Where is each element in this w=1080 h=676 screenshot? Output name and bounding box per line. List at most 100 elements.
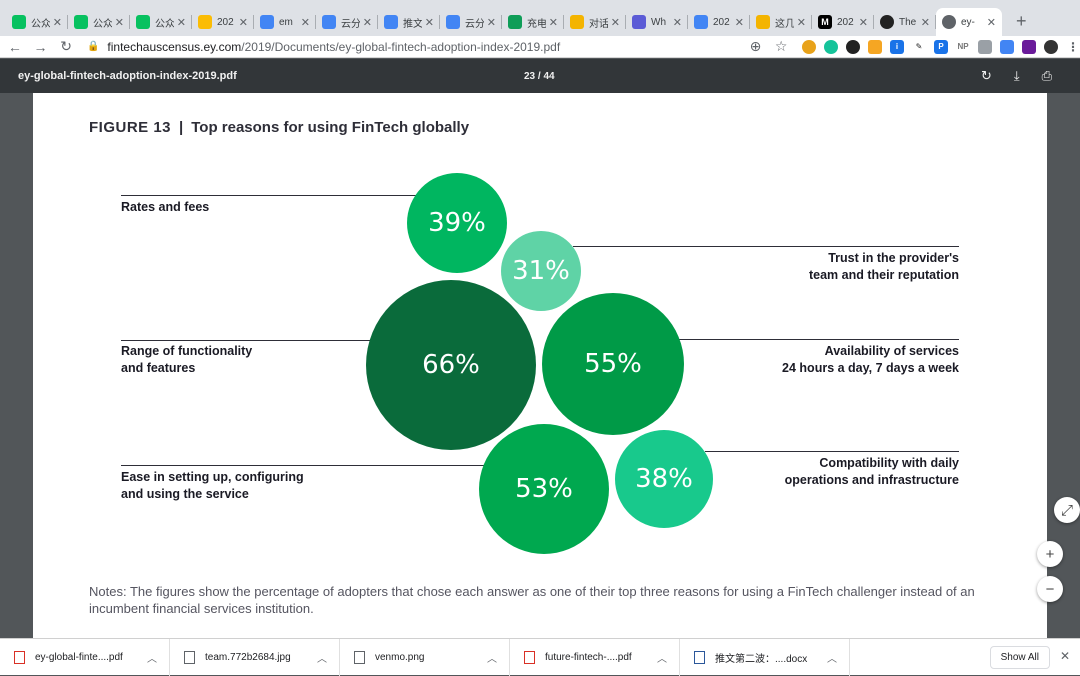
chevron-up-icon[interactable]: ︿ <box>827 653 837 665</box>
forward-button[interactable]: → <box>33 38 48 55</box>
download-icon[interactable]: ⤓ <box>1013 68 1020 83</box>
avatar[interactable] <box>1044 39 1058 54</box>
close-icon[interactable]: ✕ <box>238 16 248 29</box>
image-file-icon <box>354 650 365 664</box>
label-compatibility: Compatibility with daily operations and i… <box>785 455 959 489</box>
browser-tab[interactable]: 对话 ✕ <box>564 8 626 36</box>
zoom-icon[interactable]: ⊕ <box>749 38 762 54</box>
close-icon[interactable]: ✕ <box>858 16 868 29</box>
download-item[interactable]: 推文第二波：....docx ︿ <box>680 638 850 676</box>
zoom-in-button[interactable]: + <box>1037 541 1063 567</box>
bubble-trust: 31% <box>501 231 581 311</box>
download-item[interactable]: team.772b2684.jpg ︿ <box>170 638 340 676</box>
extension-icon[interactable] <box>978 39 992 54</box>
extension-icon[interactable]: ✎ <box>912 39 926 54</box>
leader-line <box>573 246 959 247</box>
print-icon[interactable]: ⎙ <box>1041 68 1052 83</box>
extension-icon[interactable]: P <box>934 39 948 54</box>
extension-icon[interactable] <box>1022 39 1036 54</box>
close-icon[interactable]: ✕ <box>424 16 434 29</box>
extension-icon[interactable]: NP <box>956 39 970 54</box>
bubble-rates-fees: 39% <box>407 173 507 273</box>
download-item[interactable]: venmo.png ︿ <box>340 638 510 676</box>
label-line: 24 hours a day, 7 days a week <box>782 361 959 375</box>
extension-icon[interactable] <box>802 39 816 54</box>
menu-icon[interactable]: ⋮ <box>1066 39 1080 54</box>
reload-button[interactable]: ↻ <box>60 38 72 54</box>
browser-tab[interactable]: 公众 ✕ <box>6 8 68 36</box>
downloads-bar: ey-global-finte....pdf ︿ team.772b2684.jp… <box>0 638 1080 676</box>
extensions-area: i ✎ P NP ⋮ <box>802 39 1080 54</box>
close-icon[interactable]: ✕ <box>610 16 620 29</box>
figure-title: FIGURE 13 | Top reasons for using FinTech … <box>89 119 469 136</box>
chevron-up-icon[interactable]: ︿ <box>657 653 667 665</box>
title-separator: | <box>179 119 184 136</box>
tab-favicon-icon <box>136 15 150 29</box>
download-item[interactable]: future-fintech-....pdf ︿ <box>510 638 680 676</box>
chevron-up-icon[interactable]: ︿ <box>487 653 497 665</box>
close-icon[interactable]: ✕ <box>734 16 744 29</box>
extension-icon[interactable]: i <box>890 39 904 54</box>
bookmark-star-icon[interactable]: ☆ <box>774 38 788 54</box>
close-icon[interactable]: ✕ <box>986 16 996 29</box>
close-icon[interactable]: ✕ <box>52 16 62 29</box>
download-item[interactable]: ey-global-finte....pdf ︿ <box>0 638 170 676</box>
bubble-value: 53% <box>515 474 573 504</box>
browser-tab[interactable]: em ✕ <box>254 8 316 36</box>
url-host: fintechauscensus.ey.com <box>107 39 242 54</box>
browser-tab[interactable]: 云分 ✕ <box>440 8 502 36</box>
close-icon[interactable]: ✕ <box>1059 649 1070 663</box>
close-icon[interactable]: ✕ <box>300 16 310 29</box>
browser-tab[interactable]: Wh ✕ <box>626 8 688 36</box>
download-filename: ey-global-finte....pdf <box>35 651 123 663</box>
chevron-up-icon[interactable]: ︿ <box>317 653 327 665</box>
close-icon[interactable]: ✕ <box>176 16 186 29</box>
tab-label: The <box>899 16 917 28</box>
download-filename: venmo.png <box>375 651 425 663</box>
bubble-compatibility: 38% <box>615 430 713 528</box>
page-indicator: 23 / 44 <box>524 70 555 82</box>
leader-line <box>121 465 501 466</box>
close-icon[interactable]: ✕ <box>920 16 930 29</box>
label-line: and features <box>121 361 196 375</box>
extension-icon[interactable] <box>1000 39 1014 54</box>
tab-label: 云分 <box>341 18 360 30</box>
bubble-availability: 55% <box>542 293 684 435</box>
tab-label: 202 <box>217 16 234 28</box>
close-icon[interactable]: ✕ <box>672 16 682 29</box>
browser-tab[interactable]: 公众 ✕ <box>68 8 130 36</box>
close-icon[interactable]: ✕ <box>362 16 372 29</box>
rotate-icon[interactable]: ↻ <box>980 68 992 83</box>
new-tab-button[interactable]: + <box>1016 10 1027 31</box>
browser-tab[interactable]: 充电 ✕ <box>502 8 564 36</box>
bubble-range: 66% <box>366 280 536 450</box>
back-button[interactable]: ← <box>7 38 22 55</box>
close-icon[interactable]: ✕ <box>114 16 124 29</box>
lock-icon: 🔒 <box>86 41 100 52</box>
show-all-button[interactable]: Show All <box>989 646 1050 669</box>
chevron-up-icon[interactable]: ︿ <box>147 653 157 665</box>
bubble-value: 66% <box>422 350 480 380</box>
browser-tab[interactable]: 202 ✕ <box>192 8 254 36</box>
extension-icon[interactable] <box>846 39 860 54</box>
browser-tab[interactable]: M 202 ✕ <box>812 8 874 36</box>
browser-tab[interactable]: 202 ✕ <box>688 8 750 36</box>
extension-icon[interactable] <box>824 39 838 54</box>
browser-tab[interactable]: 推文 ✕ <box>378 8 440 36</box>
browser-tab[interactable]: 公众 ✕ <box>130 8 192 36</box>
close-icon[interactable]: ✕ <box>796 16 806 29</box>
address-bar[interactable]: 🔒 fintechauscensus.ey.com/2019/Documents… <box>87 37 737 57</box>
extension-icon[interactable] <box>868 39 882 54</box>
label-availability: Availability of services 24 hours a day, … <box>782 343 959 377</box>
download-filename: future-fintech-....pdf <box>545 651 632 663</box>
close-icon[interactable]: ✕ <box>486 16 496 29</box>
close-icon[interactable]: ✕ <box>548 16 558 29</box>
download-filename: team.772b2684.jpg <box>205 651 291 663</box>
tab-favicon-icon: M <box>818 15 832 29</box>
browser-tab[interactable]: 云分 ✕ <box>316 8 378 36</box>
browser-tab[interactable]: The ✕ <box>874 8 936 36</box>
fit-page-button[interactable]: ⤢ <box>1054 497 1080 523</box>
browser-tab[interactable]: 这几 ✕ <box>750 8 812 36</box>
browser-tab-active[interactable]: ey- ✕ <box>936 8 1002 36</box>
zoom-out-button[interactable]: − <box>1037 576 1063 602</box>
